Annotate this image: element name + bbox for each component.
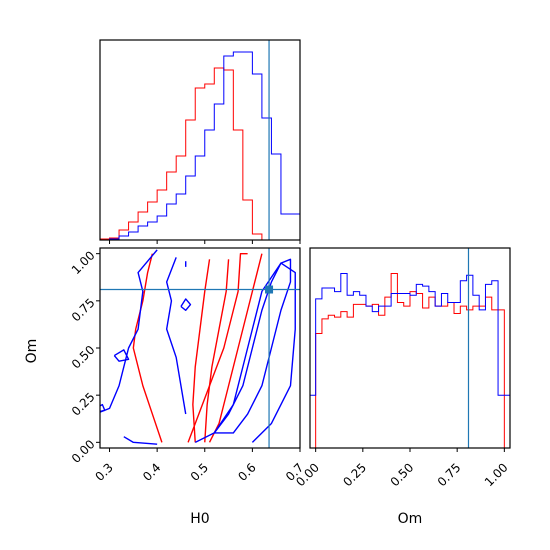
joint-xtick-label: 0.6 xyxy=(235,460,258,483)
joint-xtick-label: 0.5 xyxy=(188,460,211,483)
h0-hist-red xyxy=(100,67,263,240)
contour-red-4 xyxy=(208,253,263,443)
truth-marker xyxy=(265,285,274,294)
joint-frame xyxy=(99,247,301,449)
contour-red-1 xyxy=(204,259,230,443)
joint-ytick-label: 0.75 xyxy=(69,296,98,325)
h0-hist-blue xyxy=(109,51,300,240)
contour-red-0 xyxy=(192,259,211,443)
om-histogram-panel: 0.00 0.25 0.50 0.75 1.00 xyxy=(293,247,511,489)
om-hist-blue xyxy=(310,272,510,396)
om-xtick-label: 0.75 xyxy=(435,460,464,489)
h0-histogram-panel xyxy=(99,39,301,244)
joint-xtick-label: 0.4 xyxy=(140,460,163,483)
joint-ytick-label: 0.00 xyxy=(69,437,98,466)
om-hist-frame xyxy=(309,247,511,449)
contour-blue-7 xyxy=(123,436,158,445)
contour-blue-10 xyxy=(113,349,130,362)
om-xtick-label: 0.25 xyxy=(340,460,369,489)
h0-hist-frame xyxy=(99,39,301,241)
joint-xtick-label: 0.3 xyxy=(92,460,115,483)
joint-ytick-label: 0.50 xyxy=(69,343,98,372)
om-xtick-label: 0.50 xyxy=(388,460,417,489)
om-hist-red xyxy=(315,272,505,448)
h0-axis-label: H0 xyxy=(190,511,209,527)
joint-ytick-label: 0.25 xyxy=(69,390,98,419)
joint-ytick-label: 1.00 xyxy=(69,248,98,277)
contour-blue-8 xyxy=(100,249,158,413)
contour-blue-12 xyxy=(100,403,106,413)
contour-red-3 xyxy=(187,252,248,443)
om-xtick-label: 1.00 xyxy=(482,460,511,489)
om-axis-label: Om xyxy=(398,511,423,527)
contour-blue-5 xyxy=(213,258,292,434)
joint-contour-panel: 0.3 0.4 0.5 0.6 0.70.000.250.500.751.00 xyxy=(69,247,306,484)
contour-blue-9 xyxy=(165,257,187,415)
contour-red-2 xyxy=(132,253,163,443)
contour-blue-11 xyxy=(180,298,192,311)
contour-blue-6 xyxy=(194,262,296,443)
om-y-axis-label: Om xyxy=(24,339,40,364)
